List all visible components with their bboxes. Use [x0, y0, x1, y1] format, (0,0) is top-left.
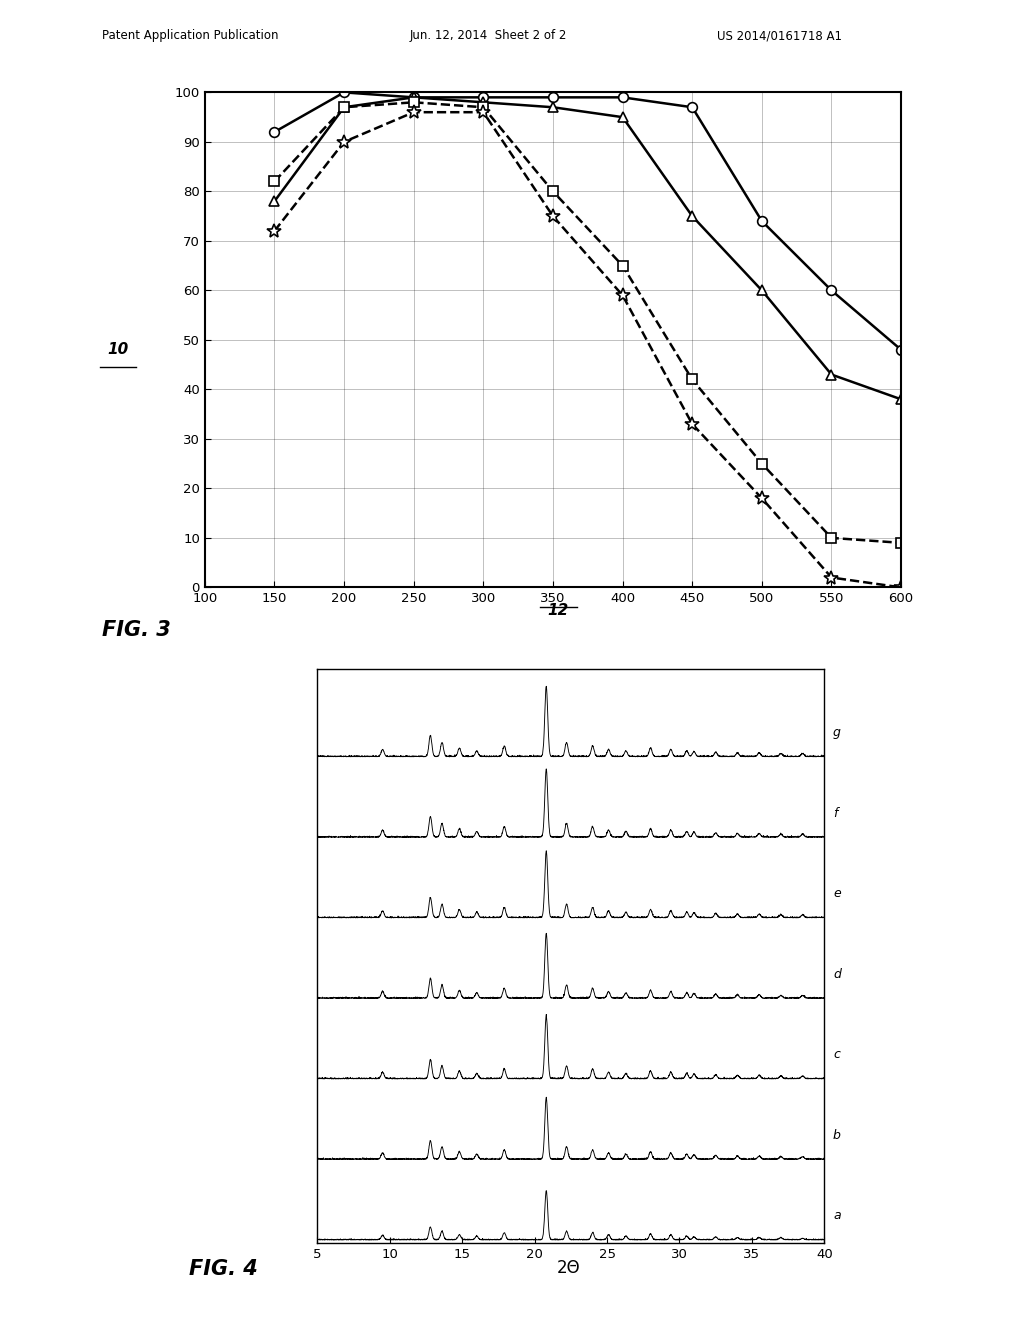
- Text: f: f: [833, 807, 838, 820]
- Text: FIG. 3: FIG. 3: [102, 620, 171, 640]
- Text: US 2014/0161718 A1: US 2014/0161718 A1: [717, 29, 842, 42]
- Text: e: e: [833, 887, 841, 900]
- Text: 12: 12: [548, 603, 568, 618]
- Text: FIG. 4: FIG. 4: [189, 1259, 258, 1279]
- Text: Jun. 12, 2014  Sheet 2 of 2: Jun. 12, 2014 Sheet 2 of 2: [410, 29, 567, 42]
- Text: 10: 10: [108, 342, 128, 358]
- Text: Patent Application Publication: Patent Application Publication: [102, 29, 279, 42]
- Text: b: b: [833, 1129, 841, 1142]
- Text: a: a: [833, 1209, 841, 1222]
- Text: d: d: [833, 968, 841, 981]
- Text: c: c: [833, 1048, 840, 1061]
- Text: 2Θ: 2Θ: [556, 1259, 581, 1278]
- Text: g: g: [833, 726, 841, 739]
